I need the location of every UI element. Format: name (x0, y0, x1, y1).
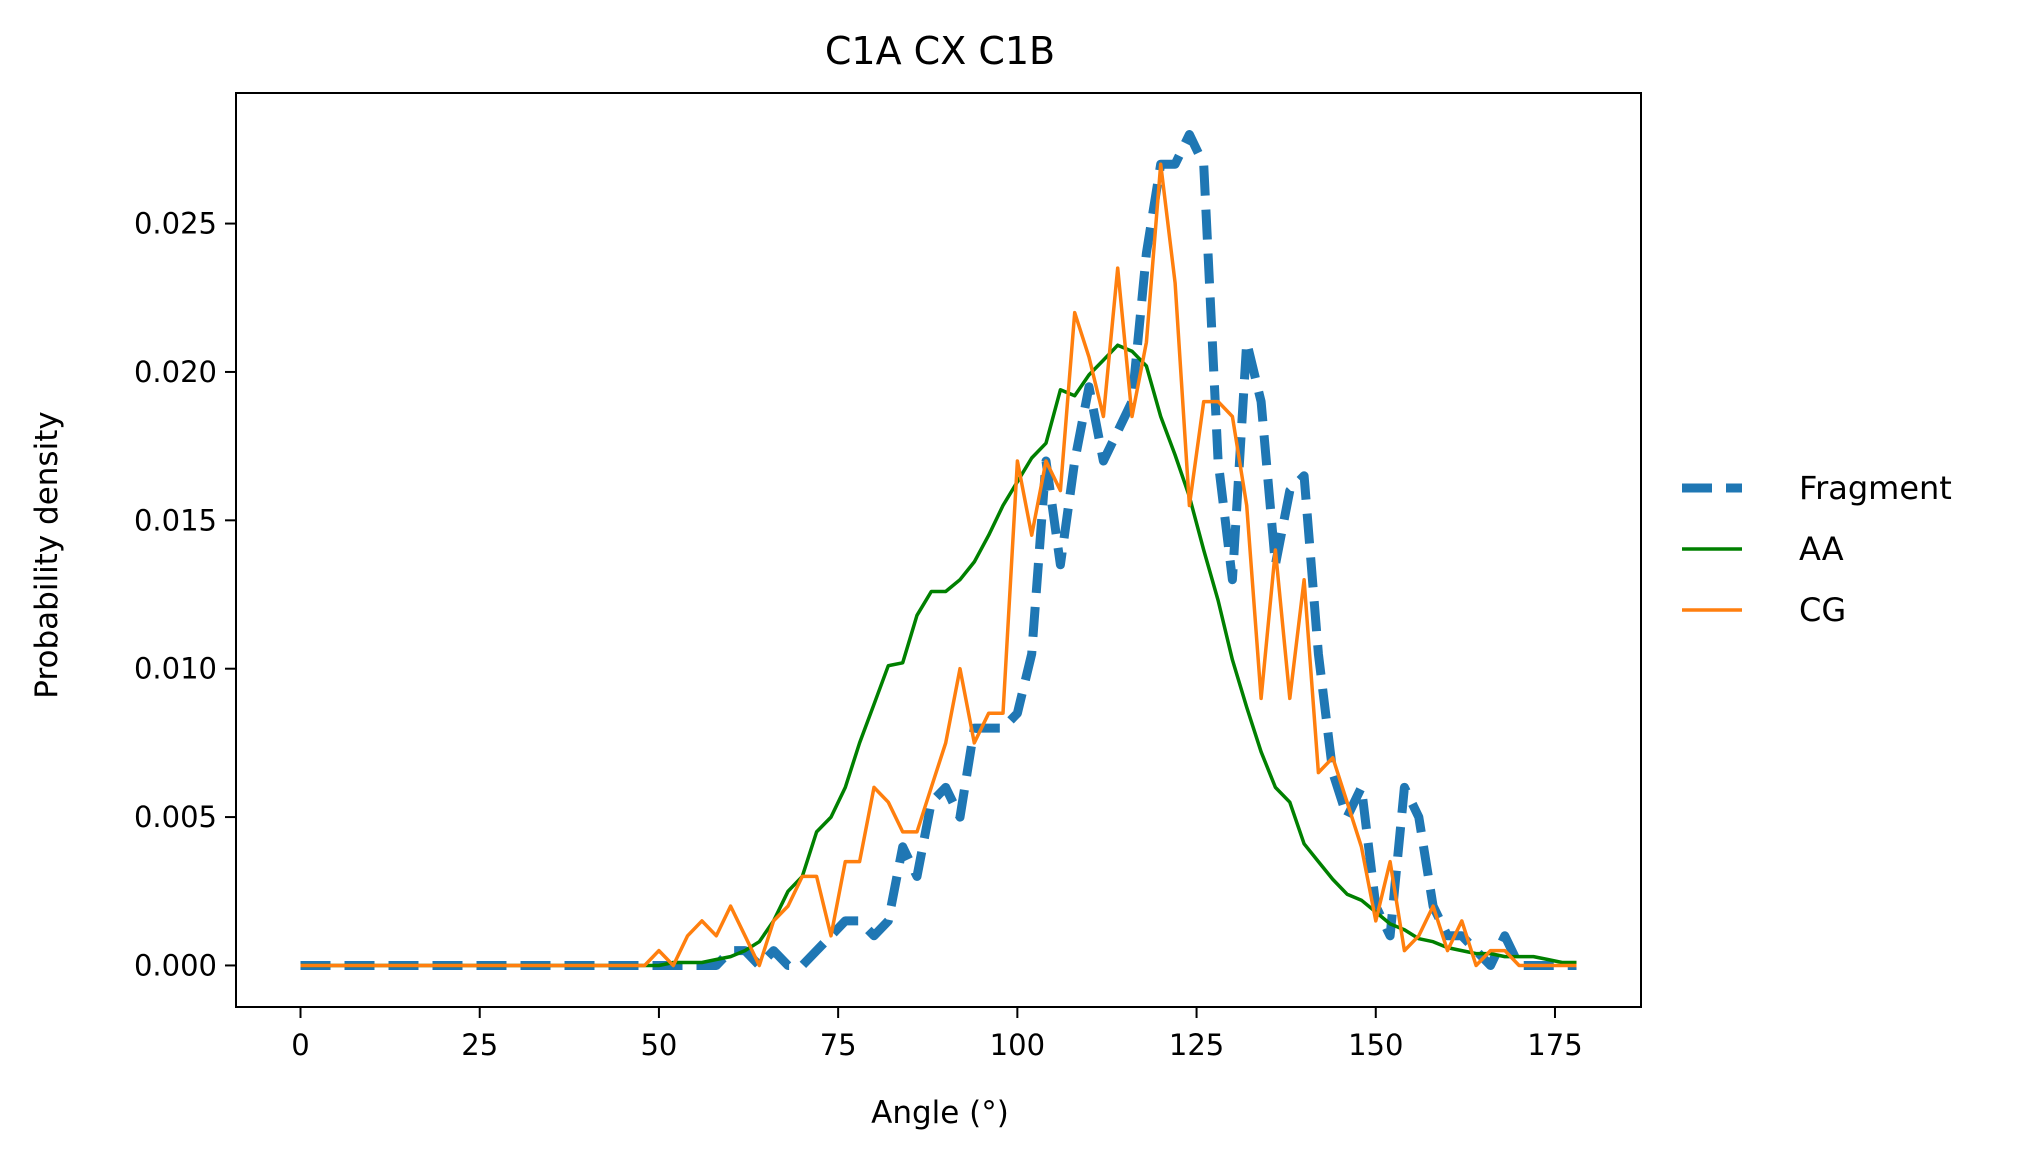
chart-title: C1A CX C1B (825, 29, 1055, 73)
plot-frame (235, 92, 1642, 1008)
x-tick-label: 25 (461, 1028, 498, 1062)
legend-label-aa: AA (1799, 530, 1844, 568)
series-line-fragment (300, 130, 1577, 970)
y-tick-label: 0.000 (134, 948, 217, 982)
x-tick-label: 0 (291, 1028, 309, 1062)
series-lines (300, 130, 1577, 970)
y-tick-label: 0.015 (134, 503, 217, 537)
x-tick-label: 75 (820, 1028, 857, 1062)
x-tick-label: 125 (1169, 1028, 1224, 1062)
y-tick-label: 0.005 (134, 800, 217, 834)
legend: Fragment AA CG (1682, 469, 1952, 629)
x-axis-label: Angle (°) (871, 1095, 1009, 1131)
legend-label-fragment: Fragment (1799, 469, 1952, 507)
series-line-aa (300, 343, 1577, 968)
plot-area (235, 92, 1642, 1008)
y-tick-label: 0.010 (134, 652, 217, 686)
x-tick-label: 100 (990, 1028, 1045, 1062)
y-tick-label: 0.020 (134, 355, 217, 389)
x-axis-ticks: 0 25 50 75 100 125 150 175 (291, 1007, 1583, 1062)
legend-label-cg: CG (1799, 591, 1846, 629)
y-axis-ticks: 0.000 0.005 0.010 0.015 0.020 0.025 (134, 207, 236, 982)
y-tick-label: 0.025 (134, 207, 217, 241)
series-line-cg (300, 162, 1577, 968)
x-tick-label: 150 (1348, 1028, 1403, 1062)
x-tick-label: 175 (1527, 1028, 1582, 1062)
y-axis-label: Probability density (29, 411, 65, 698)
x-tick-label: 50 (640, 1028, 677, 1062)
